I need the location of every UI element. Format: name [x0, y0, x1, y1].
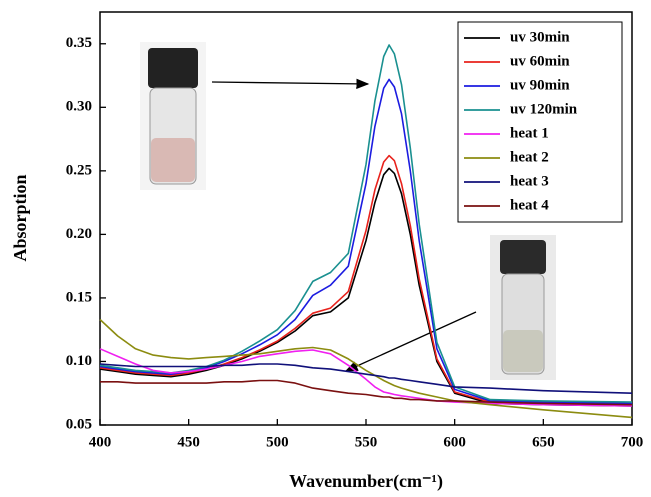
x-tick-label: 600	[443, 434, 466, 450]
y-axis-label: Absorption	[10, 174, 30, 261]
x-axis-label: Wavenumber(cm⁻¹)	[289, 471, 443, 492]
legend-label: uv 30min	[510, 29, 570, 45]
y-tick-label: 0.20	[66, 226, 92, 242]
vial-photo-2	[490, 235, 556, 380]
x-tick-label: 700	[621, 434, 644, 450]
series-line	[100, 379, 633, 406]
y-tick-label: 0.05	[66, 416, 92, 432]
y-tick-label: 0.10	[66, 353, 92, 369]
legend-label: heat 1	[510, 125, 549, 141]
y-tick-label: 0.35	[66, 35, 92, 51]
series-line	[99, 167, 633, 407]
legend-label: heat 3	[510, 173, 549, 189]
x-tick-label: 400	[89, 434, 112, 450]
x-tick-label: 500	[266, 434, 289, 450]
arrow	[211, 78, 370, 90]
series-line	[99, 318, 633, 419]
series-line	[99, 154, 633, 406]
vial-photo-1	[140, 42, 206, 190]
legend-label: heat 2	[510, 149, 549, 165]
legend-label: uv 90min	[510, 77, 570, 93]
arrow	[344, 311, 477, 372]
y-tick-label: 0.15	[66, 289, 92, 305]
x-tick-label: 650	[532, 434, 555, 450]
legend-label: uv 120min	[510, 101, 578, 117]
series-line	[99, 363, 633, 394]
y-tick-label: 0.30	[66, 99, 92, 115]
x-tick-label: 550	[355, 434, 378, 450]
legend-box	[457, 21, 623, 223]
y-tick-label: 0.25	[66, 162, 92, 178]
legend-label: heat 4	[510, 197, 549, 213]
legend-label: uv 60min	[510, 53, 570, 69]
x-tick-label: 450	[177, 434, 200, 450]
